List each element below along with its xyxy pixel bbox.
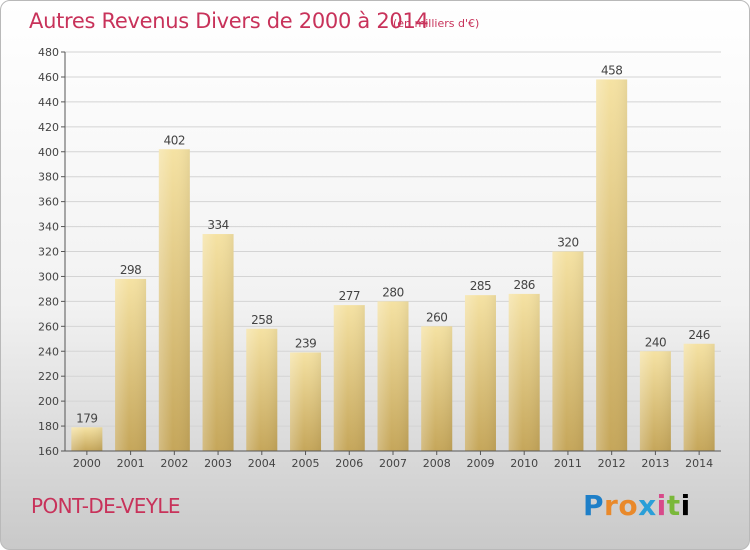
y-tick-label: 280 (38, 295, 59, 308)
x-tick-label: 2003 (204, 457, 232, 470)
bar-2013 (639, 351, 671, 451)
proxiti-logo: Proxiti (583, 489, 691, 522)
x-tick-label: 2009 (466, 457, 494, 470)
x-tick-label: 2001 (117, 457, 145, 470)
y-tick-label: 260 (38, 320, 59, 333)
bar-2012 (596, 79, 628, 452)
y-tick-label: 240 (38, 345, 59, 358)
y-tick-label: 460 (38, 71, 59, 84)
data-label: 320 (557, 236, 578, 250)
x-tick-label: 2004 (248, 457, 276, 470)
data-label: 402 (164, 133, 185, 147)
data-label: 280 (382, 285, 403, 299)
y-tick-label: 200 (38, 395, 59, 408)
bar-shine (377, 301, 409, 451)
y-tick-label: 220 (38, 370, 59, 383)
bar-shine (115, 278, 147, 451)
bar-shine (552, 251, 584, 451)
data-labels: 179 298 402 334 258 239 277 280 260 285 286 320 458 2… (76, 63, 710, 425)
x-tick-label: 2005 (292, 457, 320, 470)
y-tick-label: 480 (38, 46, 59, 59)
bar-shine (421, 326, 453, 451)
data-label: 239 (295, 336, 316, 350)
bars (71, 79, 715, 452)
y-tick-label: 180 (38, 420, 59, 433)
data-label: 298 (120, 263, 141, 277)
y-tick-label: 320 (38, 246, 59, 259)
x-tick-label: 2008 (423, 457, 451, 470)
bar-2000 (71, 427, 103, 451)
bar-shine (508, 293, 540, 451)
bar-2010 (508, 293, 540, 451)
bar-2003 (202, 234, 234, 451)
y-tick-label: 360 (38, 196, 59, 209)
bar-2006 (333, 305, 365, 451)
x-tick-label: 2014 (685, 457, 713, 470)
bar-shine (639, 351, 671, 451)
data-label: 458 (601, 63, 622, 77)
bar-shine (683, 343, 715, 451)
bar-2005 (290, 352, 322, 451)
y-tick-label: 420 (38, 121, 59, 134)
bar-shine (202, 234, 234, 451)
bar-2009 (464, 295, 496, 451)
data-label: 258 (251, 313, 272, 327)
bar-2002 (158, 149, 190, 451)
bar-2007 (377, 301, 409, 451)
y-tick-label: 400 (38, 146, 59, 159)
town-name: PONT-DE-VEYLE (31, 494, 181, 518)
data-label: 277 (339, 289, 360, 303)
data-label: 240 (645, 335, 666, 349)
x-tick-label: 2002 (160, 457, 188, 470)
x-tick-label: 2010 (510, 457, 538, 470)
x-tick-label: 2000 (73, 457, 101, 470)
bar-2014 (683, 343, 715, 451)
y-tick-label: 300 (38, 270, 59, 283)
data-label: 286 (513, 278, 534, 292)
y-tick-label: 340 (38, 221, 59, 234)
x-tick-label: 2011 (554, 457, 582, 470)
y-axis: 160 180 200 220 240 260 280 300 320 340 360 380 400 4… (38, 46, 66, 458)
y-tick-label: 380 (38, 171, 59, 184)
bar-shine (464, 295, 496, 451)
bar-2004 (246, 328, 278, 451)
bar-shine (246, 328, 278, 451)
bar-shine (333, 305, 365, 451)
bar-2011 (552, 251, 584, 451)
x-tick-label: 2012 (598, 457, 626, 470)
data-label: 285 (470, 279, 491, 293)
x-tick-label: 2013 (641, 457, 669, 470)
bar-2008 (421, 326, 453, 451)
bar-shine (290, 352, 322, 451)
x-tick-label: 2006 (335, 457, 363, 470)
chart-unit-label: (en milliers d'€) (393, 17, 480, 30)
data-label: 246 (688, 328, 709, 342)
bar-shine (71, 427, 103, 451)
bar-2001 (115, 278, 147, 451)
y-tick-label: 160 (38, 445, 59, 458)
x-axis: 2000 2001 2002 2003 2004 2005 2006 2007 2008 2009… (65, 450, 721, 470)
y-tick-label: 440 (38, 96, 59, 109)
bar-shine (596, 79, 628, 452)
bar-shine (158, 149, 190, 451)
data-label: 179 (76, 411, 97, 425)
data-label: 260 (426, 310, 447, 324)
x-tick-label: 2007 (379, 457, 407, 470)
chart-title: Autres Revenus Divers de 2000 à 2014 (29, 9, 429, 33)
data-label: 334 (207, 218, 228, 232)
